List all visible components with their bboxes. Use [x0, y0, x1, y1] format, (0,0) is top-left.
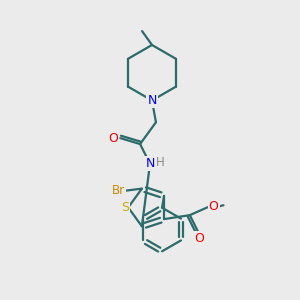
Text: H: H	[155, 156, 164, 170]
Text: O: O	[208, 200, 218, 213]
Text: Br: Br	[112, 184, 125, 197]
Text: S: S	[121, 201, 129, 214]
Text: N: N	[147, 94, 157, 107]
Text: O: O	[108, 132, 118, 145]
Text: O: O	[194, 232, 204, 245]
Text: N: N	[145, 158, 155, 170]
